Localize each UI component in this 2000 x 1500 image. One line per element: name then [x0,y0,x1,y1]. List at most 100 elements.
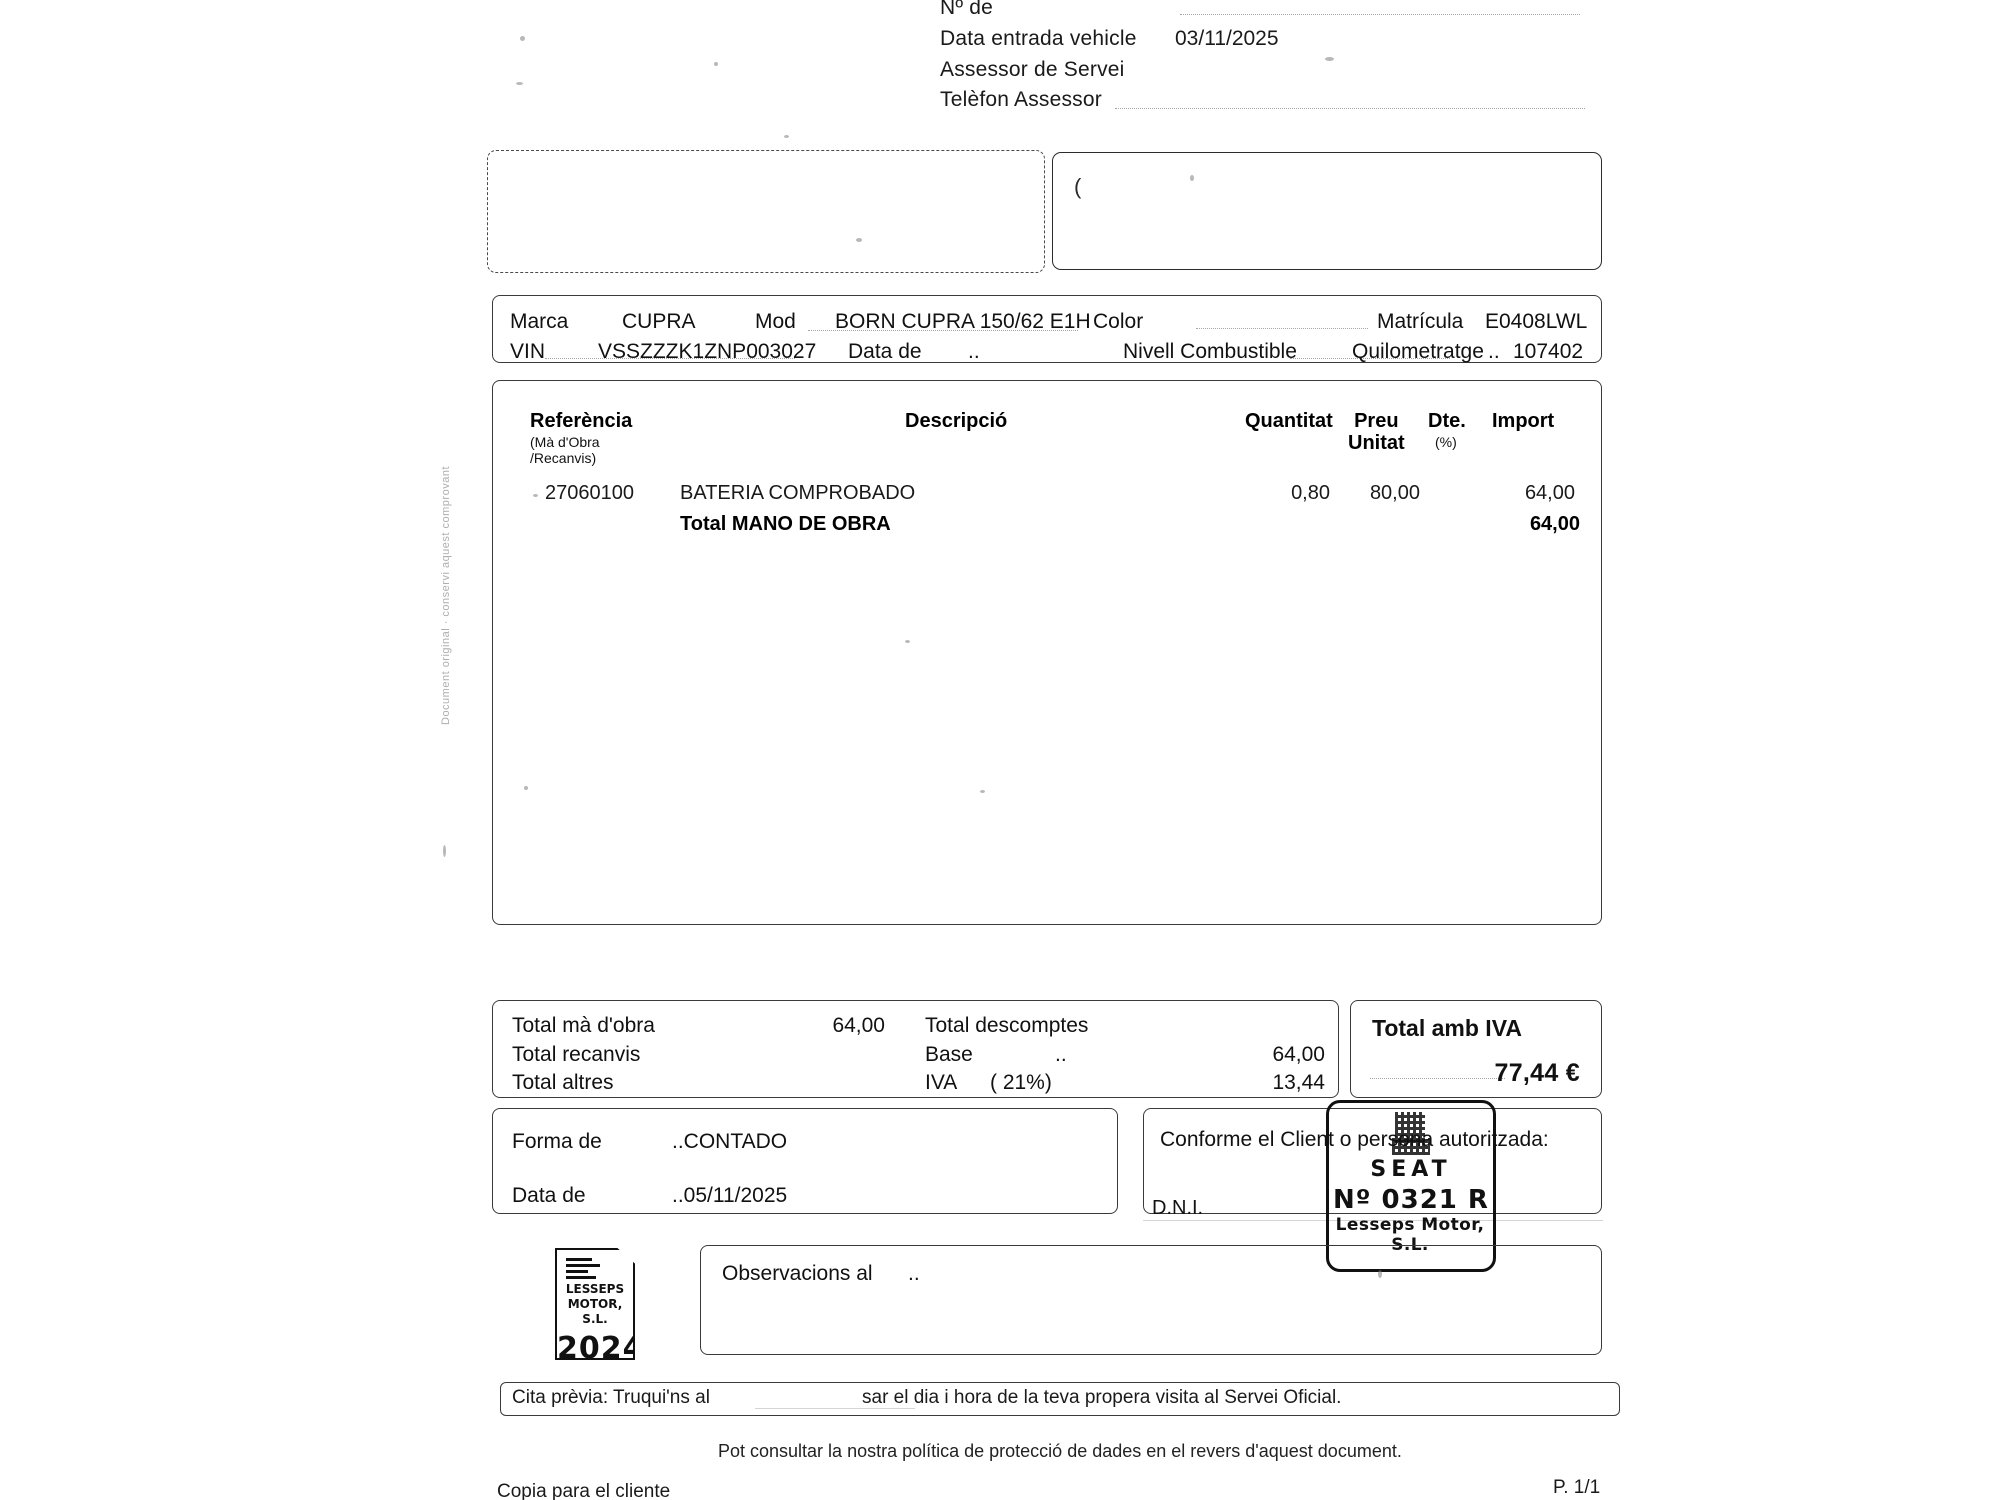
total-vat-rate: ( 21%) [990,1071,1052,1094]
subtotal-label: Total MANO DE OBRA [680,513,891,535]
total-label-labour: Total mà d'obra [512,1014,655,1037]
vehicle-rule-color [1196,328,1368,329]
vehicle-rule-vin [545,358,795,359]
vehicle-label-date: Data de [848,340,922,363]
observations-marker: .. [908,1262,920,1285]
appointment-prefix: Cita prèvia: Truqui'ns al [512,1387,710,1408]
vehicle-rule-model [808,330,1078,331]
total-label-vat: IVA [925,1071,958,1094]
grand-total-box [1350,1000,1602,1098]
header-label-num: Nº de [940,0,994,19]
appointment-suffix: sar el dia i hora de la teva propera vis… [862,1387,1342,1408]
header-label-advisor-phone: Telèfon Assessor [940,88,1102,111]
official-stamp-frame [1326,1100,1496,1272]
vehicle-owner-box [1052,152,1602,270]
subtotal-import: 64,00 [1529,513,1580,535]
stamp-brand: SEAT [1370,1157,1452,1182]
vehicle-owner-box-mark: ( [1074,174,1082,199]
cell-preu-unitat: 80,00 [1369,482,1420,504]
scan-speck [1190,175,1194,181]
scan-speck [714,62,718,66]
scan-speck [980,790,985,793]
col-header-quantitat: Quantitat [1245,410,1333,432]
scan-speck [784,135,789,138]
header-rule-advisor-phone [1115,108,1585,109]
col-header-import: Import [1492,410,1555,432]
vehicle-value-plate: E0408LWL [1485,310,1588,333]
payment-method-label: Forma de [512,1130,602,1153]
total-value-vat: 13,44 [1272,1071,1325,1094]
grand-total-rule [1370,1078,1505,1079]
grand-total-value: 77,44 € [1494,1059,1580,1087]
total-value-labour: 64,00 [832,1014,885,1037]
col-header-dte: Dte. [1428,410,1466,432]
lesseps-logo-sticker: LESSEPS MOTOR, S.L. 2024 [555,1248,635,1360]
conformity-signature-rule [1143,1220,1603,1221]
cell-descripcio: BATERIA COMPROBADO [680,482,916,504]
total-label-others: Total altres [512,1071,614,1094]
header-value-entry-date: 03/11/2025 [1175,27,1279,50]
vehicle-label-color: Color [1093,310,1144,333]
scan-speck [443,845,446,857]
vehicle-label-model: Mod [755,310,796,333]
header-rule-num [1180,14,1580,15]
observations-box [700,1245,1602,1355]
payment-date-value: ..05/11/2025 [672,1184,788,1207]
total-label-discounts: Total descomptes [925,1014,1089,1037]
col-header-referencia: Referència [530,410,633,432]
vehicle-rule-fuel [1290,358,1450,359]
observations-label: Observacions al [722,1262,873,1285]
cell-quantitat: 0,80 [1291,482,1330,504]
payment-method-value: ..CONTADO [672,1130,788,1153]
privacy-note: Pot consultar la nostra política de prot… [718,1441,1402,1461]
total-label-parts: Total recanvis [512,1043,641,1066]
conformity-box [1143,1108,1602,1214]
scan-speck [524,786,528,790]
grand-total-label: Total amb IVA [1372,1015,1522,1041]
cell-referencia: 27060100 [545,482,634,504]
vehicle-value-model: BORN CUPRA 150/62 E1H [835,310,1091,333]
vehicle-odometer-marker: .. [1488,340,1500,363]
stamp-number: Nº 0321 R [1333,1185,1489,1215]
vehicle-value-date: .. [968,340,980,363]
vehicle-label-vin: VIN [510,340,546,363]
header-label-advisor: Assessor de Servei [940,58,1125,81]
scan-speck [520,36,525,41]
customer-address-box [487,150,1045,273]
margin-sideways-artifact: Document original · conservi aquest comp… [440,465,452,725]
scan-speck [905,640,910,643]
page-indicator: P. 1/1 [1553,1477,1601,1498]
logo-year: 2024 [557,1331,633,1360]
conformity-dni-label: D.N.I. [1152,1197,1204,1219]
totals-box [492,1000,1339,1098]
scan-speck [856,238,862,242]
appointment-box [500,1382,1620,1416]
vehicle-value-marca: CUPRA [622,310,696,333]
col-header-descripcio: Descripció [905,410,1008,432]
total-value-base: 64,00 [1272,1043,1325,1066]
vehicle-value-vin: VSSZZZK1ZNP003027 [598,340,817,363]
scan-speck [533,494,538,497]
scan-speck [1325,57,1334,61]
logo-company-line1: LESSEPS [565,1282,625,1296]
line-items-box [492,380,1602,925]
appointment-phone-rule [755,1408,915,1409]
stamp-qr-icon [1392,1138,1430,1155]
stamp-qr-icon [1395,1112,1425,1142]
vehicle-details-box [492,295,1602,363]
header-label-entry-date: Data entrada vehicle [940,27,1137,50]
vehicle-label-fuel: Nivell Combustible [1123,340,1297,363]
total-base-marker: .. [1055,1043,1067,1066]
cell-import: 64,00 [1524,482,1575,504]
vehicle-value-odometer: 107402 [1513,340,1584,363]
payment-box [492,1108,1118,1214]
vehicle-label-plate: Matrícula [1377,310,1464,333]
copy-note: Copia para el cliente [497,1481,671,1500]
logo-company-line2: MOTOR, S.L. [567,1297,623,1326]
seat-logo-icon [566,1258,624,1280]
col-subheader-dte: (%) [1435,434,1457,450]
payment-date-label: Data de [512,1184,586,1207]
vehicle-label-odometer: Quilometratge [1352,340,1484,363]
scan-speck [516,82,523,85]
